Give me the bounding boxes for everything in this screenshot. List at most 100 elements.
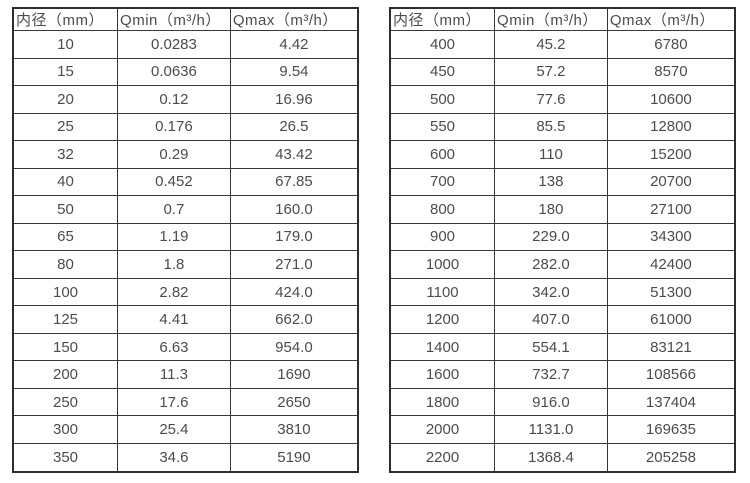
table-row: 1200 407.0 61000 (389, 305, 736, 334)
table-cell: 34.6 (117, 442, 231, 473)
table-cell: 4.42 (229, 30, 359, 59)
table-cell: 8570 (606, 57, 736, 87)
table-cell: 600 (389, 140, 496, 169)
table-cell: 10600 (606, 85, 736, 114)
table-cell: 51300 (606, 277, 736, 307)
table-cell: 20700 (606, 167, 736, 197)
flow-spec-tables-container: 内径（mm） Qmin（m³/h） Qmax（m³/h） 10 0.0283 4.42 15… (12, 7, 736, 473)
table-cell: 9.54 (229, 57, 359, 87)
table-row: 32 0.29 43.42 (12, 140, 359, 169)
table-cell: 4.41 (117, 305, 231, 334)
table-cell: 16.96 (229, 85, 359, 114)
table-cell: 2000 (389, 415, 496, 444)
table-cell: 150 (12, 332, 119, 362)
table-cell: 1200 (389, 305, 496, 334)
column-header: Qmin（m³/h） (117, 7, 231, 31)
table-cell: 1368.4 (494, 442, 608, 473)
header-row: 内径（mm） Qmin（m³/h） Qmax（m³/h） (389, 7, 736, 31)
table-cell: 179.0 (229, 222, 359, 252)
table-cell: 65 (12, 222, 119, 252)
table-cell: 15 (12, 57, 119, 87)
table-cell: 26.5 (229, 112, 359, 142)
table-cell: 42400 (606, 250, 736, 279)
table-cell: 77.6 (494, 85, 608, 114)
table-cell: 916.0 (494, 387, 608, 417)
table-row: 700 138 20700 (389, 167, 736, 197)
column-header: Qmax（m³/h） (606, 7, 736, 31)
column-header: 内径（mm） (389, 7, 496, 31)
table-row: 2200 1368.4 205258 (389, 442, 736, 473)
table-cell: 80 (12, 250, 119, 279)
table-cell: 17.6 (117, 387, 231, 417)
table-row: 80 1.8 271.0 (12, 250, 359, 279)
table-cell: 85.5 (494, 112, 608, 142)
flow-spec-table-small-diameters: 内径（mm） Qmin（m³/h） Qmax（m³/h） 10 0.0283 4.42 15… (12, 7, 359, 473)
table-row: 300 25.4 3810 (12, 415, 359, 444)
table-cell: 25 (12, 112, 119, 142)
table-row: 40 0.452 67.85 (12, 167, 359, 197)
table-row: 900 229.0 34300 (389, 222, 736, 252)
table-row: 50 0.7 160.0 (12, 195, 359, 224)
table-cell: 1600 (389, 360, 496, 389)
table-cell: 83121 (606, 332, 736, 362)
table-cell: 6780 (606, 30, 736, 59)
table-cell: 32 (12, 140, 119, 169)
table-cell: 0.7 (117, 195, 231, 224)
table-cell: 271.0 (229, 250, 359, 279)
table-row: 15 0.0636 9.54 (12, 57, 359, 87)
table-cell: 400 (389, 30, 496, 59)
table-cell: 110 (494, 140, 608, 169)
table-row: 450 57.2 8570 (389, 57, 736, 87)
table-cell: 3810 (229, 415, 359, 444)
table-cell: 700 (389, 167, 496, 197)
table-cell: 1400 (389, 332, 496, 362)
table-cell: 0.452 (117, 167, 231, 197)
table-cell: 180 (494, 195, 608, 224)
table-row: 800 180 27100 (389, 195, 736, 224)
table-cell: 20 (12, 85, 119, 114)
table-row: 65 1.19 179.0 (12, 222, 359, 252)
table-cell: 0.0283 (117, 30, 231, 59)
table-row: 200 11.3 1690 (12, 360, 359, 389)
table-row: 1400 554.1 83121 (389, 332, 736, 362)
table-row: 350 34.6 5190 (12, 442, 359, 473)
table-cell: 34300 (606, 222, 736, 252)
table-cell: 160.0 (229, 195, 359, 224)
table-cell: 954.0 (229, 332, 359, 362)
table-cell: 250 (12, 387, 119, 417)
table-cell: 450 (389, 57, 496, 87)
table-cell: 50 (12, 195, 119, 224)
table-row: 1000 282.0 42400 (389, 250, 736, 279)
table-cell: 424.0 (229, 277, 359, 307)
table-cell: 67.85 (229, 167, 359, 197)
table-row: 125 4.41 662.0 (12, 305, 359, 334)
table-cell: 6.63 (117, 332, 231, 362)
table-cell: 25.4 (117, 415, 231, 444)
table-row: 1100 342.0 51300 (389, 277, 736, 307)
table-row: 400 45.2 6780 (389, 30, 736, 59)
header-row: 内径（mm） Qmin（m³/h） Qmax（m³/h） (12, 7, 359, 31)
table-cell: 350 (12, 442, 119, 473)
table-cell: 0.176 (117, 112, 231, 142)
table-cell: 100 (12, 277, 119, 307)
table-cell: 342.0 (494, 277, 608, 307)
table-row: 150 6.63 954.0 (12, 332, 359, 362)
table-cell: 138 (494, 167, 608, 197)
table-cell: 10 (12, 30, 119, 59)
table-cell: 1690 (229, 360, 359, 389)
table-cell: 15200 (606, 140, 736, 169)
table-cell: 800 (389, 195, 496, 224)
table-cell: 300 (12, 415, 119, 444)
table-cell: 27100 (606, 195, 736, 224)
table-cell: 169635 (606, 415, 736, 444)
flow-spec-table-large-diameters: 内径（mm） Qmin（m³/h） Qmax（m³/h） 400 45.2 6780 450… (389, 7, 736, 473)
table-row: 500 77.6 10600 (389, 85, 736, 114)
table-cell: 57.2 (494, 57, 608, 87)
table-cell: 125 (12, 305, 119, 334)
table-cell: 0.29 (117, 140, 231, 169)
table-cell: 550 (389, 112, 496, 142)
table-cell: 1.19 (117, 222, 231, 252)
table-row: 600 110 15200 (389, 140, 736, 169)
table-cell: 12800 (606, 112, 736, 142)
table-cell: 1100 (389, 277, 496, 307)
